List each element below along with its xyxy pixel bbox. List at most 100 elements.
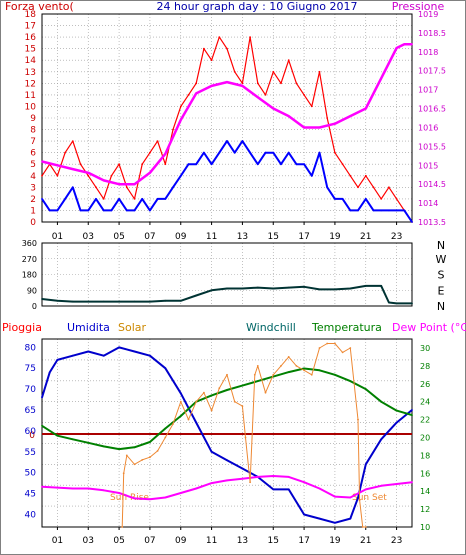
data-point-avg [318,151,321,154]
data-point-gust [71,140,74,143]
data-point-temperatura [118,448,120,450]
data-point-gust [125,186,128,189]
data-point-umidita [118,346,120,349]
data-point-pressione [210,85,213,87]
data-point-avg [334,198,336,200]
data-point-dew-point [349,496,352,499]
pressure-y-tick-label: 1019 [418,10,438,19]
data-point-gust [64,151,66,154]
data-point-gust [341,163,344,166]
data-point-dew-point [380,484,383,487]
data-point-pressione [272,107,275,110]
series-line-solar [121,343,366,528]
data-point-umidita [287,488,290,491]
data-point-dew-point [303,481,305,484]
humidity-y-tick-label: 45 [25,490,36,500]
data-point-temperatura [364,388,367,390]
direction-compass-label: S [438,269,445,282]
data-point-gust [118,163,120,166]
data-point-direction [364,285,367,287]
data-point-direction [272,287,275,290]
wind-speed-axis-label: Forza vento( [5,0,74,13]
wind-y-tick-label: 8 [30,126,36,136]
wind-y-tick-label: 15 [25,45,36,55]
wind-y-tick-label: 0 [30,218,36,228]
data-point-temperatura [102,445,105,448]
pressure-y-tick-label: 1014 [418,199,438,208]
data-point-umidita [179,392,182,395]
data-point-gust [264,94,267,96]
data-point-solar [364,526,367,528]
data-point-temperatura [411,414,413,416]
data-point-temperatura [87,441,90,444]
data-point-avg [187,163,190,166]
data-point-umidita [411,409,413,411]
data-point-direction [164,299,167,302]
data-point-umidita [349,517,352,520]
x-tick-label: 21 [360,536,371,546]
x-tick-label: 05 [113,232,124,242]
data-point-solar [334,342,336,345]
x-tick-label: 01 [52,232,63,242]
x-tick-label: 11 [206,536,217,546]
data-point-direction [380,285,383,287]
data-point-gust [195,82,198,85]
data-point-gust [218,36,221,38]
sunrise-annotation: Sun Rise [110,493,149,503]
data-point-umidita [272,488,275,491]
data-point-solar [172,423,174,425]
data-point-umidita [133,350,136,353]
wind-y-tick-label: 1 [30,206,36,216]
data-point-avg [349,209,352,212]
x-tick-label: 03 [83,232,94,242]
data-point-pressione [133,183,136,186]
wind-y-tick-label: 4 [30,172,36,182]
dewpoint-label: Dew Point (°C) [392,321,466,334]
data-point-umidita [357,496,359,499]
data-point-avg [341,198,344,200]
x-tick-label: 15 [268,536,279,546]
data-point-avg [149,209,151,212]
temperature-y-tick-label: 14 [420,487,430,496]
data-point-temperatura [179,415,182,417]
x-tick-label: 13 [237,536,248,546]
data-point-dew-point [334,495,336,498]
data-point-avg [233,151,236,154]
data-point-avg [125,209,128,212]
data-point-umidita [210,450,213,453]
data-point-direction [56,299,59,302]
humidity-y-tick-label: 75 [25,364,36,374]
data-point-direction [318,288,321,291]
data-point-temperatura [318,369,321,372]
data-point-gust [164,163,167,166]
data-point-gust [318,70,321,73]
x-tick-label: 11 [206,232,217,242]
data-point-gust [233,70,236,73]
data-point-avg [95,198,97,200]
data-point-gust [172,128,174,131]
data-point-temperatura [226,389,228,391]
data-point-pressione [403,43,406,46]
data-point-temperatura [210,394,213,397]
data-point-temperatura [133,446,136,449]
plot-frame-1 [41,13,413,223]
data-point-dew-point [87,487,90,490]
x-tick-label: 15 [268,232,279,242]
data-point-dew-point [318,487,321,490]
direction-y-tick-label: 360 [22,239,37,248]
data-point-avg [372,209,375,212]
data-point-gust [41,174,43,177]
data-point-umidita [149,354,151,357]
data-point-dew-point [210,482,213,484]
series-line-pressione [41,43,412,186]
data-point-solar [195,400,198,403]
x-tick-label: 01 [52,536,63,546]
data-point-direction [334,288,336,291]
data-point-avg [403,209,406,212]
data-point-avg [141,198,144,200]
wind-y-tick-label: 6 [30,149,36,159]
humidity-y-tick-label: 40 [25,510,37,520]
data-point-umidita [241,467,244,470]
data-point-avg [156,198,159,200]
data-point-dew-point [287,476,290,478]
